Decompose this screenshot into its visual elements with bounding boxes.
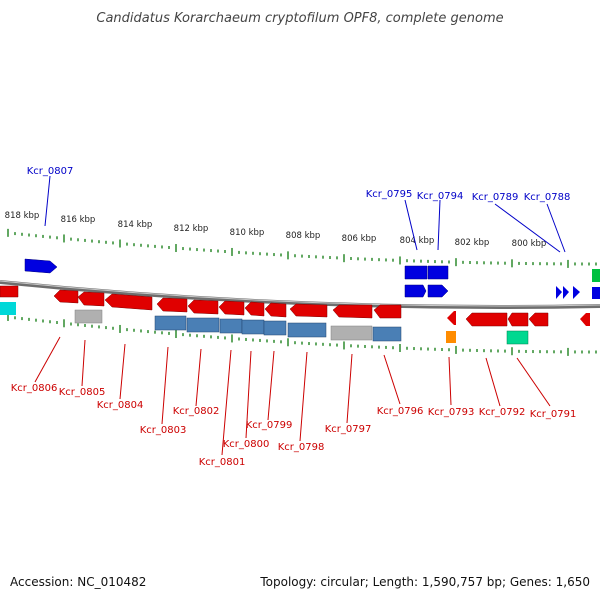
label-kcr-0798: Kcr_0798 [278,442,325,453]
scale-label-802: 802 kbp [455,238,490,248]
forward-leader-lines [44,175,566,253]
gene-fwd-3[interactable] [563,286,569,299]
gene-kcr-0794[interactable] [427,265,449,280]
feature-grey[interactable] [330,325,373,341]
feature-blue-2[interactable] [186,317,220,333]
forward-features [24,258,600,299]
label-kcr-0807: Kcr_0807 [27,166,74,177]
gene-kcr-0798[interactable] [289,303,328,318]
gene-edge-left[interactable] [0,285,19,298]
accession-text: Accession: NC_010482 [10,575,146,589]
gene-kcr-0805b[interactable] [77,291,105,307]
scale-label-808: 808 kbp [286,231,321,241]
gene-kcr-0801[interactable] [218,300,245,316]
gene-kcr-0791b[interactable] [507,312,529,327]
gene-kcr-0795[interactable] [404,265,428,280]
gene-fwd-1[interactable] [404,284,427,298]
gene-kcr-0800[interactable] [244,301,265,317]
rna-cyan-left[interactable] [0,302,16,315]
scale-label-816: 816 kbp [61,215,96,225]
label-kcr-0791: Kcr_0791 [530,409,577,420]
rna-green-edge[interactable] [592,269,600,282]
gene-kcr-0799[interactable] [264,302,287,318]
label-kcr-0803: Kcr_0803 [140,425,187,436]
feature-blue-1[interactable] [154,315,187,331]
gene-kcr-0788[interactable] [573,286,580,299]
gene-kcr-0789[interactable] [556,286,562,299]
gene-kcr-0797[interactable] [332,304,373,319]
gene-kcr-0792[interactable] [465,312,508,327]
label-kcr-0795: Kcr_0795 [366,189,413,200]
feature-blue-3[interactable] [219,318,243,334]
label-kcr-0788: Kcr_0788 [524,192,571,203]
gene-kcr-0806[interactable] [53,289,79,304]
gene-fwd-edge[interactable] [592,287,600,299]
label-kcr-0806: Kcr_0806 [11,383,58,394]
feature-blue-5[interactable] [263,320,287,336]
feature-blue-4[interactable] [241,319,265,335]
gene-kcr-0802[interactable] [187,299,219,315]
scale-label-810: 810 kbp [230,228,265,238]
label-kcr-0793: Kcr_0793 [428,407,475,418]
label-kcr-0789: Kcr_0789 [472,192,519,203]
genome-backbone [0,280,600,309]
feature-blue-7[interactable] [372,326,402,342]
reverse-leader-lines [34,336,551,456]
upper-scale-ticks [7,228,597,268]
gene-kcr-0803[interactable] [156,297,188,313]
genome-summary-text: Topology: circular; Length: 1,590,757 bp… [259,575,590,589]
label-kcr-0805: Kcr_0805 [59,387,106,398]
pseudo-kcr-0805[interactable] [74,309,103,324]
label-kcr-0800: Kcr_0800 [223,439,270,450]
lower-scale-ticks [7,312,597,356]
label-kcr-0801: Kcr_0801 [199,457,246,468]
label-kcr-0799: Kcr_0799 [246,420,293,431]
scale-label-818: 818 kbp [5,211,40,221]
scale-label-812: 812 kbp [174,224,209,234]
gene-kcr-0791[interactable] [528,312,549,327]
gene-fwd-2[interactable] [427,284,449,298]
rna-green[interactable] [506,330,529,345]
forward-gene-labels: Kcr_0807 Kcr_0795 Kcr_0794 Kcr_0789 Kcr_… [27,166,571,203]
gene-kcr-0804[interactable] [104,293,153,311]
map-title: Candidatus Korarchaeum cryptofilum OPF8,… [96,11,503,26]
rna-orange[interactable] [446,331,456,343]
gene-kcr-0807[interactable] [24,258,58,274]
gene-kcr-0796[interactable] [373,304,402,319]
label-kcr-0804: Kcr_0804 [97,400,144,411]
scale-label-804: 804 kbp [400,236,435,246]
label-kcr-0792: Kcr_0792 [479,407,526,418]
scale-label-800: 800 kbp [512,239,547,249]
reverse-gene-labels: Kcr_0806 Kcr_0805 Kcr_0804 Kcr_0803 Kcr_… [11,383,577,468]
reverse-features [0,285,590,345]
label-kcr-0802: Kcr_0802 [173,406,220,417]
scale-label-814: 814 kbp [118,220,153,230]
label-kcr-0796: Kcr_0796 [377,406,424,417]
gene-kcr-0793[interactable] [447,311,456,325]
gene-edge-right[interactable] [580,313,590,326]
scale-label-806: 806 kbp [342,234,377,244]
scale-labels: 818 kbp 816 kbp 814 kbp 812 kbp 810 kbp … [5,211,547,249]
label-kcr-0794: Kcr_0794 [417,191,464,202]
label-kcr-0797: Kcr_0797 [325,424,372,435]
backbone-highlight [0,280,600,307]
feature-blue-6[interactable] [287,322,327,338]
